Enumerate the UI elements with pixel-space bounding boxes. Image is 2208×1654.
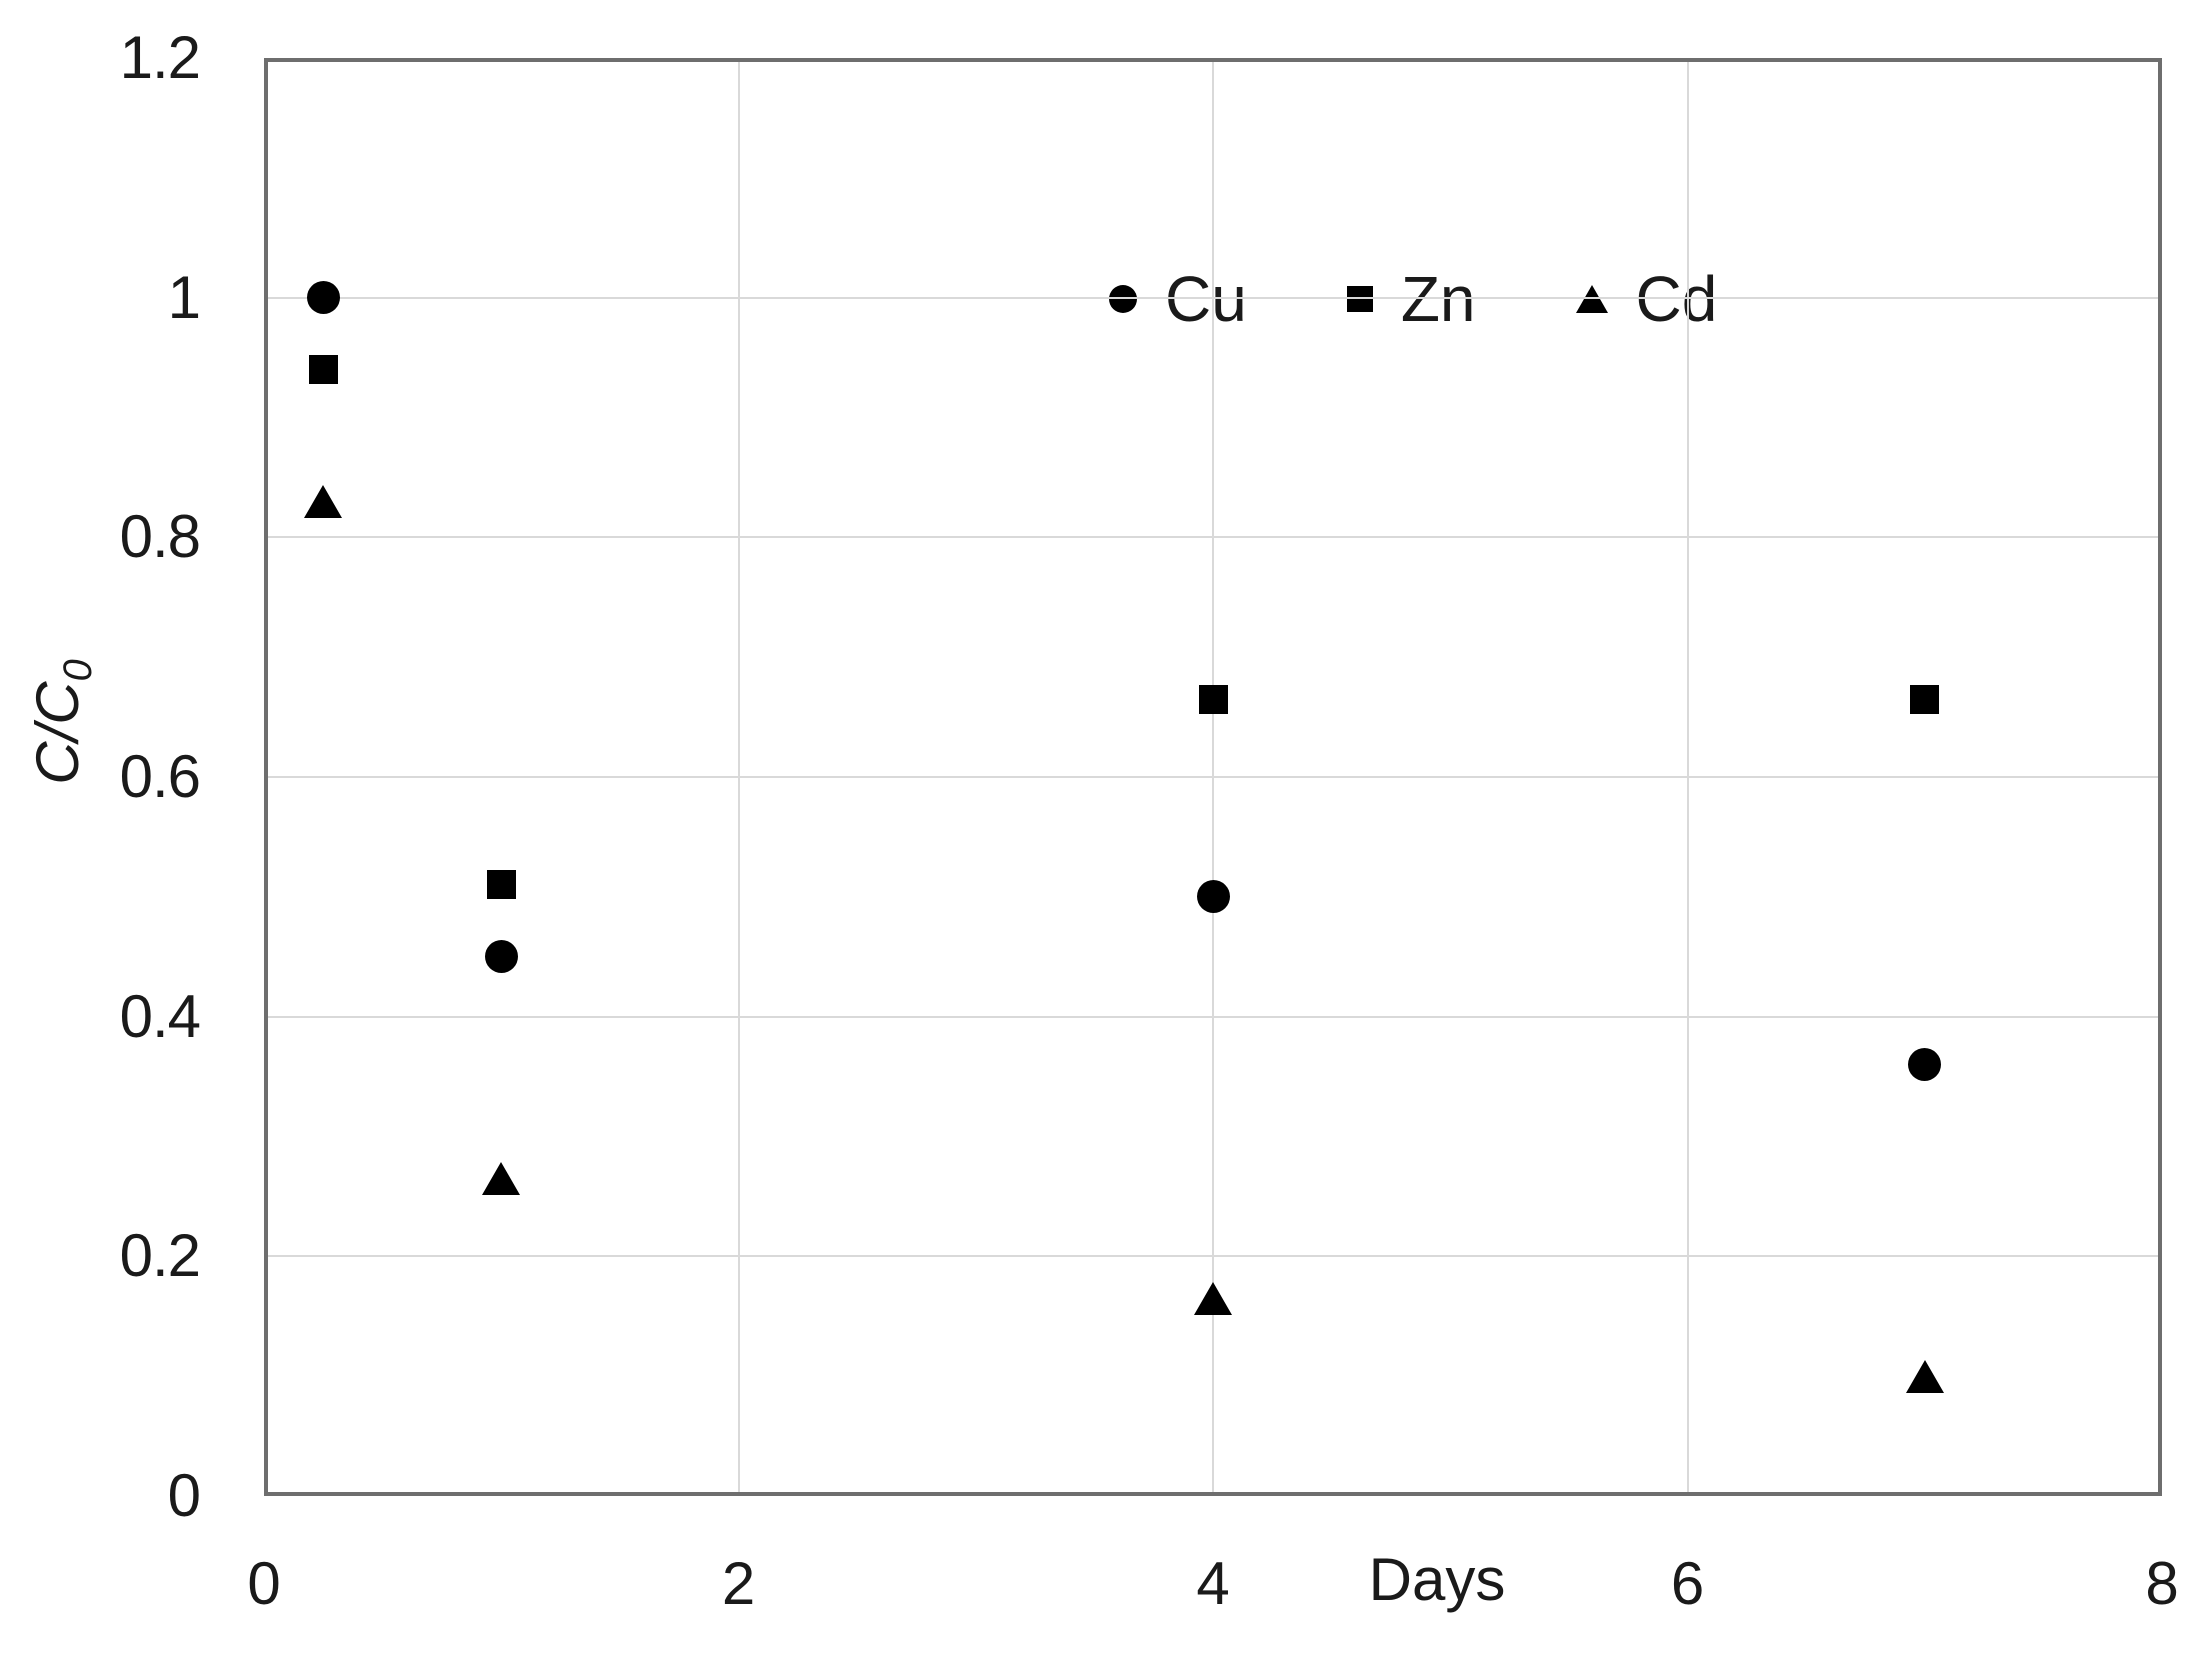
y-tick-label: 1.2 <box>119 24 201 91</box>
data-point-cu <box>306 281 340 315</box>
data-point-cd <box>1194 1281 1232 1315</box>
y-tick-label: 1 <box>167 263 201 331</box>
y-tick-label: 0.4 <box>119 982 201 1050</box>
plot-area: Cu Zn Cd <box>264 58 2162 1496</box>
gridline-horizontal <box>268 536 2158 539</box>
legend-circle-icon <box>1109 285 1137 313</box>
x-tick-label: 0 <box>247 1550 281 1617</box>
gridline-horizontal <box>268 776 2158 778</box>
legend-label: Cd <box>1635 263 1718 335</box>
y-axis-title: C/C0 <box>24 572 100 872</box>
legend-item-cu: Cu <box>1109 265 1247 333</box>
data-point-cd <box>482 1161 521 1195</box>
data-point-zn <box>308 355 338 385</box>
legend-label: Zn <box>1400 263 1476 335</box>
gridline-horizontal <box>268 1255 2158 1258</box>
x-tick-label: 2 <box>721 1550 756 1617</box>
data-point-zn <box>1910 684 1940 714</box>
y-axis-title-subscript: 0 <box>56 659 100 682</box>
data-point-cd <box>304 484 343 518</box>
data-point-cu <box>1196 880 1230 914</box>
legend-square-icon <box>1346 286 1373 312</box>
x-tick-label: 4 <box>1196 1550 1230 1617</box>
gridline-horizontal <box>268 296 2158 299</box>
legend: Cu Zn Cd <box>1109 265 1717 333</box>
legend-label: Cu <box>1165 263 1247 335</box>
data-point-zn <box>1198 684 1228 714</box>
y-tick-label: 0.2 <box>119 1222 201 1290</box>
legend-triangle-icon <box>1575 285 1608 313</box>
data-point-cd <box>1905 1359 1944 1393</box>
legend-item-cd: Cd <box>1575 263 1718 335</box>
data-point-cu <box>484 940 518 974</box>
y-tick-label: 0.6 <box>119 743 201 810</box>
data-point-cu <box>1908 1048 1942 1082</box>
x-tick-label: 6 <box>1670 1550 1705 1617</box>
y-tick-label: 0.8 <box>119 503 201 571</box>
legend-item-zn: Zn <box>1346 263 1476 335</box>
x-axis-title: Days <box>1368 1546 1506 1613</box>
x-tick-label: 8 <box>2145 1550 2179 1617</box>
y-tick-label: 0 <box>167 1462 201 1529</box>
gridline-horizontal <box>268 1015 2158 1018</box>
data-point-zn <box>486 870 516 900</box>
